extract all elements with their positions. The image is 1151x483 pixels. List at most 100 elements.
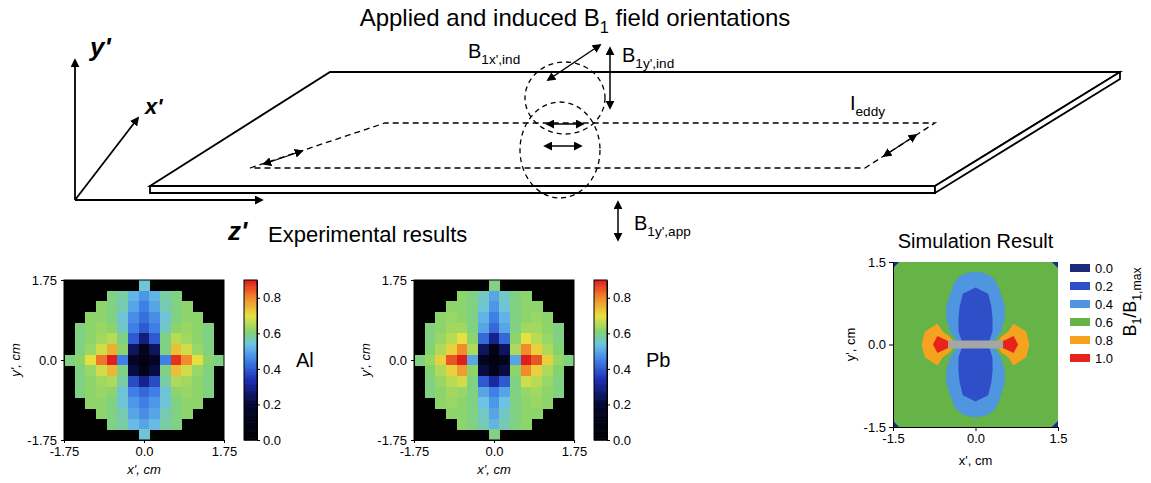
- tick-label: 0.0: [389, 353, 407, 368]
- heatmap-cell: [171, 408, 182, 419]
- tick: 0.6: [607, 326, 631, 341]
- legend-label: 0.8: [1095, 333, 1113, 348]
- heatmap-cell: [96, 365, 107, 376]
- legend-label: 0.4: [1095, 297, 1113, 312]
- tick: 1.75: [32, 273, 64, 288]
- heatmap-cell: [85, 312, 96, 323]
- tick-label: 0.0: [868, 337, 886, 352]
- tick-label: -1.5: [864, 420, 886, 435]
- heatmap-cell: [553, 323, 564, 334]
- heatmap-cell: [117, 291, 128, 302]
- tick-label: 0.8: [613, 290, 631, 305]
- heatmap-cell: [107, 301, 118, 312]
- heatmap-cell: [531, 408, 542, 419]
- heatmap-cell: [139, 365, 150, 376]
- heatmap-cell: [435, 312, 446, 323]
- axis-title: x', cm: [959, 453, 993, 468]
- heatmap-cell: [489, 376, 500, 387]
- heatmap-cell: [75, 323, 86, 334]
- heatmap-cell: [542, 387, 553, 398]
- heatmap-cell: [478, 301, 489, 312]
- text-part: B: [634, 212, 647, 234]
- heatmap-cell: [149, 355, 160, 366]
- heatmap-cell: [85, 365, 96, 376]
- legend-swatch: [1070, 318, 1090, 326]
- heatmap-cell: [499, 355, 510, 366]
- heatmap-cell: [171, 376, 182, 387]
- heatmap-cell: [128, 419, 139, 430]
- axis: 0.00.20.40.60.8: [607, 281, 631, 448]
- heatmap-cell: [478, 355, 489, 366]
- heatmap-cell: [425, 376, 436, 387]
- heatmap-cell: [128, 397, 139, 408]
- eddy-arrow: [884, 135, 916, 156]
- heatmap-cell: [117, 408, 128, 419]
- heatmap-cell: [160, 365, 171, 376]
- colorbar-title: B1/B1,max: [1120, 267, 1144, 336]
- tick-label: 0.0: [39, 353, 57, 368]
- heatmap-cell: [160, 419, 171, 430]
- heatmap-cell: [553, 333, 564, 344]
- heatmap-cell: [435, 333, 446, 344]
- heatmap-cell: [181, 365, 192, 376]
- heatmap-cell: [489, 333, 500, 344]
- heatmap-cell: [96, 301, 107, 312]
- heatmap-cell: [435, 397, 446, 408]
- heatmap-cell: [213, 355, 224, 366]
- subscript: 1x',ind: [481, 52, 520, 67]
- heatmap-cell: [457, 376, 468, 387]
- heatmap-cell: [542, 323, 553, 334]
- heatmap-cell: [139, 333, 150, 344]
- tick: 0.0: [39, 353, 64, 368]
- text-part: field orientations: [609, 4, 790, 31]
- heatmap-cell: [521, 333, 532, 344]
- heatmap-cell: [203, 333, 214, 344]
- axis-arrow: [75, 199, 262, 201]
- heatmap-cell: [149, 376, 160, 387]
- heatmap-cell: [117, 333, 128, 344]
- contour-band: [893, 262, 1058, 427]
- heatmap-cell: [521, 323, 532, 334]
- legend-swatch: [1070, 336, 1090, 344]
- axis: -1.50.01.5: [864, 255, 894, 435]
- legend-label: 1.0: [1095, 351, 1113, 366]
- plot-area: [893, 262, 1058, 427]
- heatmap-cell: [489, 429, 500, 440]
- tick-mark: [607, 440, 610, 441]
- heatmap-cell: [171, 344, 182, 355]
- heatmap-cell: [425, 344, 436, 355]
- heatmap-cell: [160, 408, 171, 419]
- heatmap-cell: [478, 312, 489, 323]
- plot-frame: [64, 280, 224, 440]
- axis-title: y', cm: [358, 343, 373, 378]
- heatmap-cell: [457, 333, 468, 344]
- heatmap-cell: [160, 323, 171, 334]
- heatmap-cell: [203, 355, 214, 366]
- tick-mark: [257, 369, 260, 370]
- heatmap-cell: [192, 355, 203, 366]
- heatmap-cell: [446, 333, 457, 344]
- tick: 1.5: [1049, 427, 1067, 446]
- heatmap-cell: [181, 301, 192, 312]
- heatmap-cell: [510, 397, 521, 408]
- heatmap-cell: [117, 301, 128, 312]
- heatmap-cell: [521, 312, 532, 323]
- heatmap-cell: [435, 344, 446, 355]
- heatmap-cell: [478, 333, 489, 344]
- heatmap-cell: [489, 408, 500, 419]
- heatmap-cell: [457, 291, 468, 302]
- heatmap-cell: [171, 291, 182, 302]
- heatmap-cell: [75, 344, 86, 355]
- tick-label: 0.4: [263, 362, 281, 377]
- field-loop: [525, 62, 605, 134]
- heatmap-cell: [446, 376, 457, 387]
- plate-side: [935, 72, 1120, 193]
- tick: 0.0: [135, 440, 153, 459]
- diagram: y'x'z'B1x',indB1y',indIeddyB1y',app: [75, 32, 1120, 246]
- heatmap-cell: [139, 387, 150, 398]
- colorbar: 0.00.20.40.60.8: [244, 280, 281, 448]
- subscript: 1y',ind: [635, 56, 674, 71]
- tick-label: 0.0: [967, 431, 985, 446]
- heatmap-cell: [499, 419, 510, 430]
- tick-label: -1.75: [377, 433, 407, 448]
